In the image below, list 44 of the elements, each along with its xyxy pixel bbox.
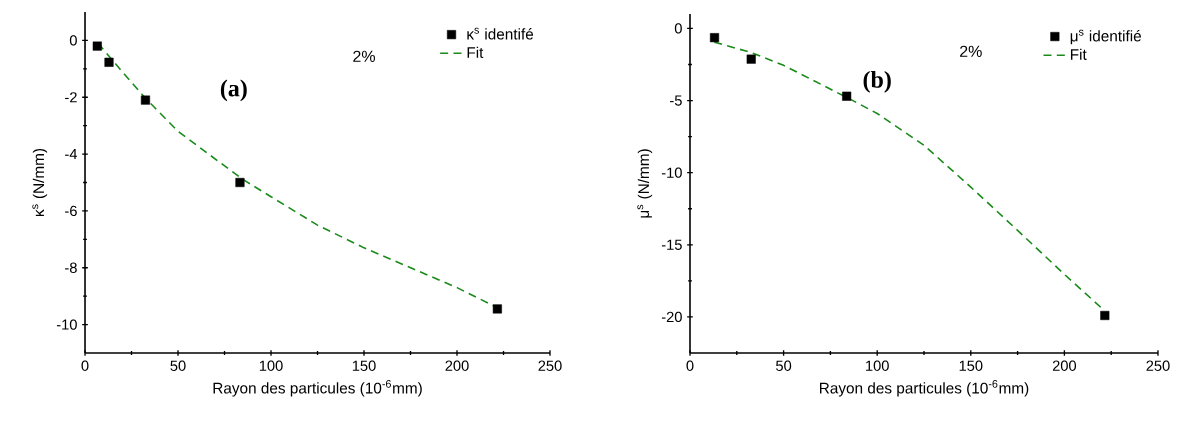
point	[492, 304, 502, 314]
point	[1100, 310, 1110, 321]
x-tick-label: 150	[352, 360, 376, 371]
point	[746, 54, 756, 64]
y-tick-label: -6	[65, 205, 77, 217]
y-tick-label: 0	[69, 35, 77, 46]
x-tick-label: 150	[959, 360, 983, 371]
x-tick-label: 100	[866, 360, 889, 371]
x-axis-title: Rayon des particules (10$^{-6}$mm)	[213, 380, 422, 397]
x-tick-label: 200	[445, 360, 469, 371]
x-tick-label: 200	[1052, 360, 1077, 371]
x-tick-label: 100	[259, 360, 283, 371]
legend-label: Fit	[1070, 48, 1087, 60]
annotation: 2%	[960, 45, 982, 57]
point	[709, 33, 720, 43]
point	[92, 41, 102, 51]
legend-label: Fit	[467, 46, 484, 58]
y-axis-title: μ$^{s}$ (N/mm)	[637, 149, 653, 218]
point	[104, 57, 114, 67]
y-axis-title: κ$^{s}$ (N/mm)	[32, 148, 48, 216]
y-tick-label: -15	[661, 239, 682, 250]
y-tick-label: -10	[661, 167, 682, 178]
y-tick-label: -20	[661, 311, 682, 323]
x-tick-label: 250	[1146, 360, 1170, 371]
y-tick-label: -8	[65, 262, 77, 273]
x-tick-label: 250	[538, 360, 562, 371]
y-tick-label: -5	[670, 95, 682, 106]
x-axis-title: Rayon des particules (10$^{-6}$mm)	[820, 380, 1029, 397]
point	[842, 91, 852, 101]
point	[235, 177, 245, 188]
legend-label: μ$^{s}$ identifié	[1070, 29, 1141, 45]
y-tick-label: 0	[674, 23, 682, 34]
x-tick-label: 50	[170, 360, 186, 371]
annotation: (a)	[220, 79, 247, 102]
annotation: 2%	[353, 50, 375, 62]
x-tick-label: 50	[776, 360, 792, 371]
y-tick-label: -2	[65, 92, 77, 103]
y-tick-label: -10	[56, 319, 77, 330]
y-tick-label: -4	[65, 149, 78, 160]
point	[140, 95, 151, 105]
x-tick-label: 0	[686, 360, 694, 371]
legend-label: κ$^{s}$ identifé	[467, 27, 534, 40]
x-tick-label: 0	[81, 360, 89, 371]
annotation: (b)	[863, 70, 891, 93]
